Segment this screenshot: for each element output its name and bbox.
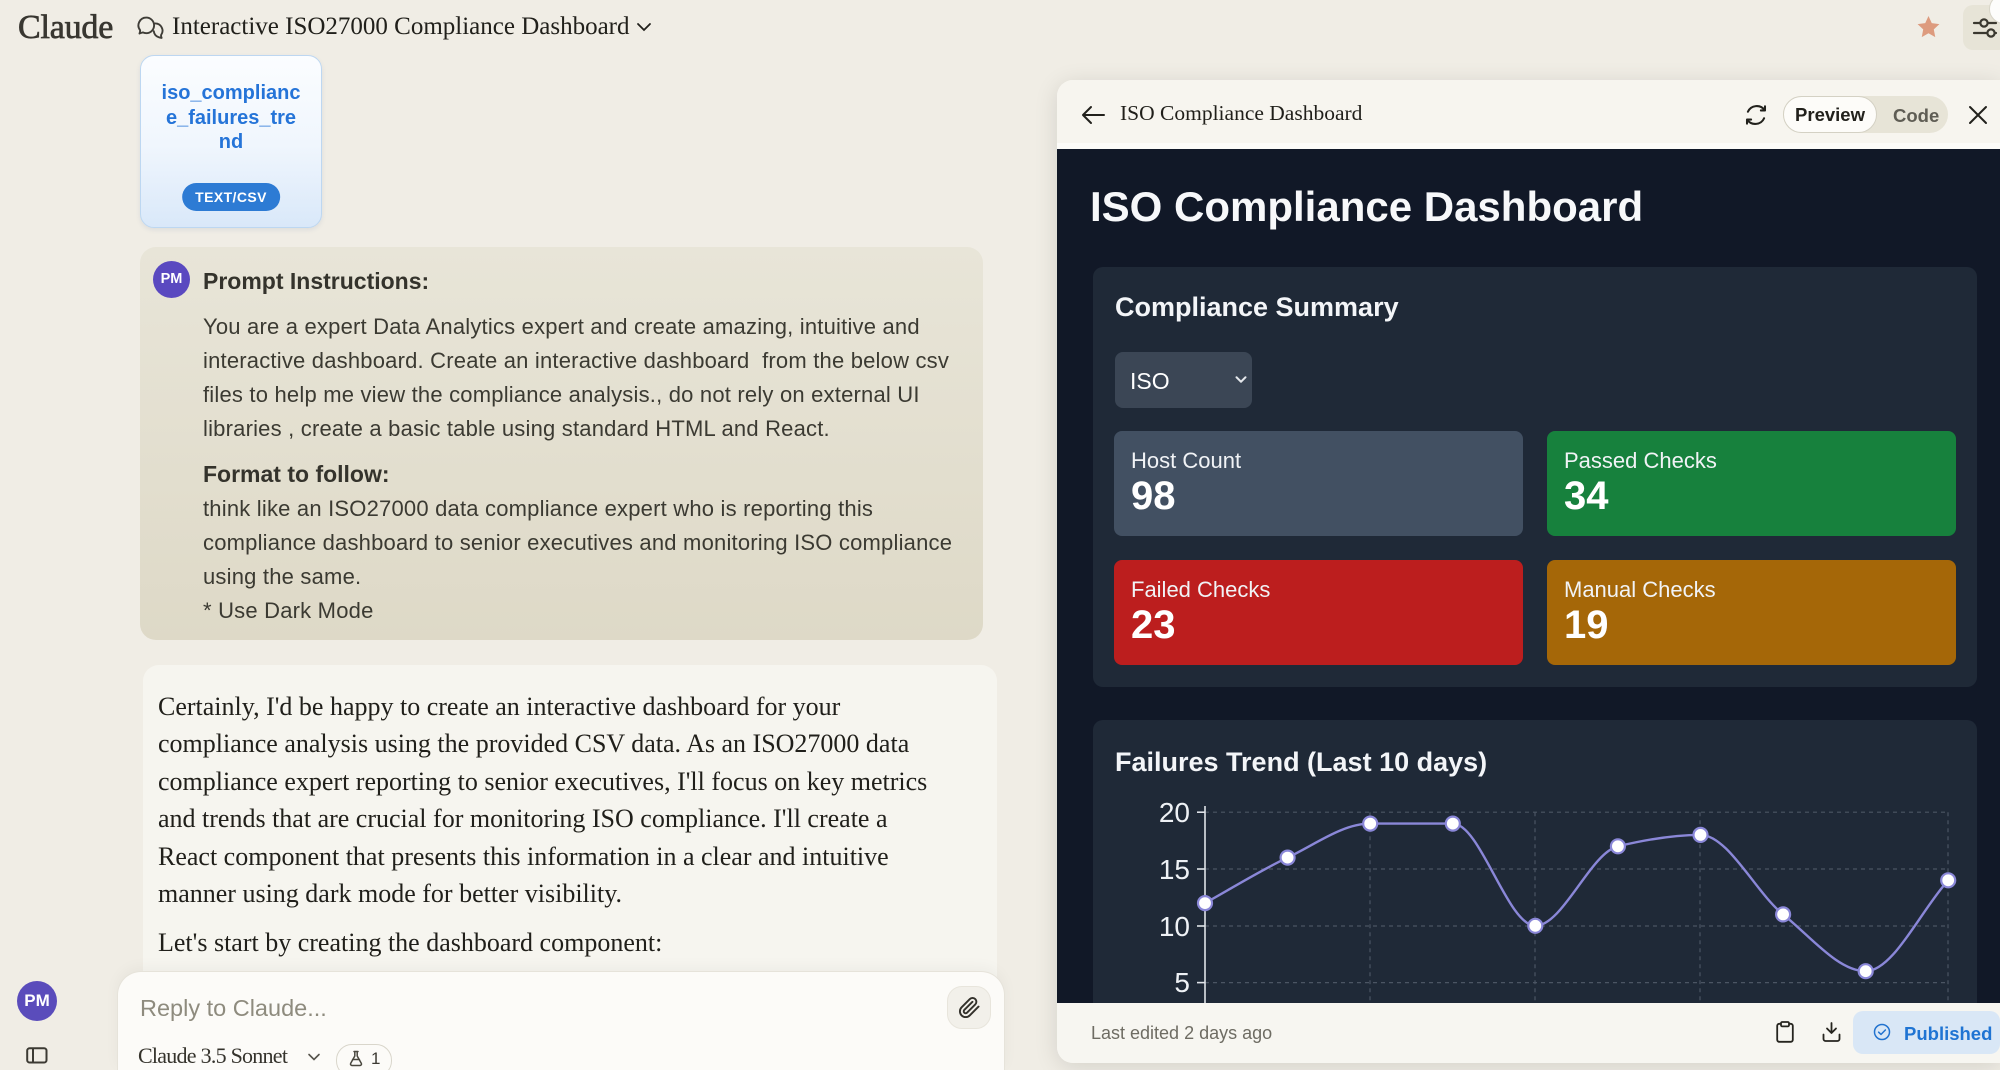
svg-text:15: 15: [1159, 854, 1190, 885]
svg-text:5: 5: [1174, 967, 1190, 998]
svg-text:20: 20: [1159, 800, 1190, 828]
svg-text:10: 10: [1159, 911, 1190, 942]
